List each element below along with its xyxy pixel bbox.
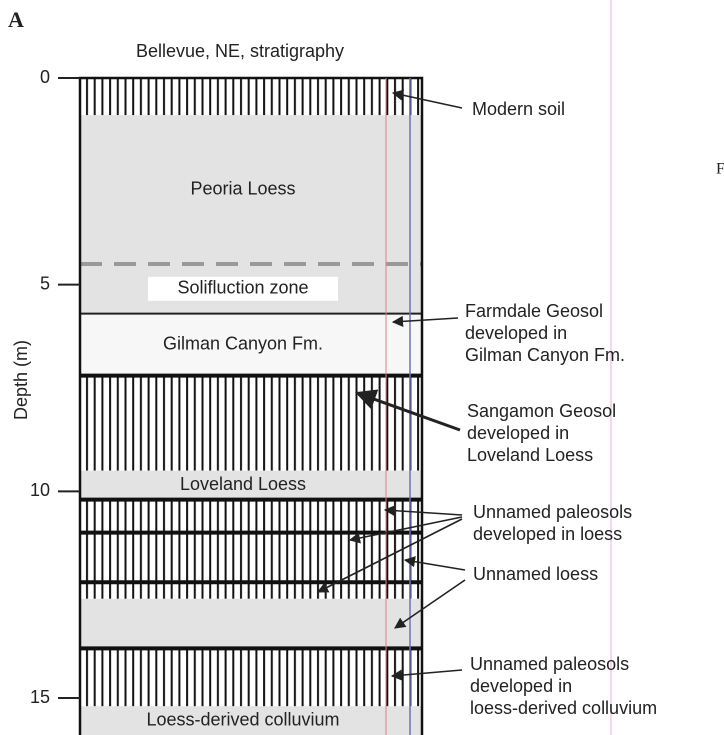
y-tick-label: 5 (40, 273, 50, 293)
annotation-text: Sangamon Geosol (467, 401, 616, 421)
layer (80, 648, 422, 706)
stratigraphy-figure: A F Bellevue, NE, stratigraphy Depth (m)… (0, 0, 724, 735)
layer (80, 500, 422, 533)
annotation-text: loess-derived colluvium (470, 698, 657, 718)
layer-label: Peoria Loess (190, 178, 295, 198)
layer (80, 376, 422, 471)
layer (80, 582, 422, 599)
annotation-text: Unnamed paleosols (470, 654, 629, 674)
axis-label: Depth (m) (11, 340, 31, 420)
y-tick-label: 0 (40, 67, 50, 87)
annotation-text: developed in (470, 676, 572, 696)
title: Bellevue, NE, stratigraphy (136, 41, 344, 61)
annotation-text: developed in loess (473, 524, 622, 544)
y-tick-label: 10 (30, 480, 50, 500)
annotation-text: Loveland Loess (467, 445, 593, 465)
y-tick-label: 15 (30, 687, 50, 707)
layer-label: Gilman Canyon Fm. (163, 333, 323, 353)
layer-label: Solifluction zone (177, 278, 308, 298)
layer-label: Loess-derived colluvium (146, 709, 339, 729)
annotation-text: Unnamed paleosols (473, 502, 632, 522)
layer (80, 78, 422, 115)
annotation-text: Unnamed loess (473, 564, 598, 584)
layer (80, 533, 422, 583)
annotation-text: Modern soil (472, 99, 565, 119)
annotation-text: Gilman Canyon Fm. (465, 345, 625, 365)
annotation-text: developed in (467, 423, 569, 443)
layer (80, 599, 422, 649)
panel-label: A (8, 7, 24, 32)
layer-label: Loveland Loess (180, 474, 306, 494)
annotation-text: Farmdale Geosol (465, 301, 603, 321)
panel-fragment: F (716, 161, 724, 178)
annotation-text: developed in (465, 323, 567, 343)
